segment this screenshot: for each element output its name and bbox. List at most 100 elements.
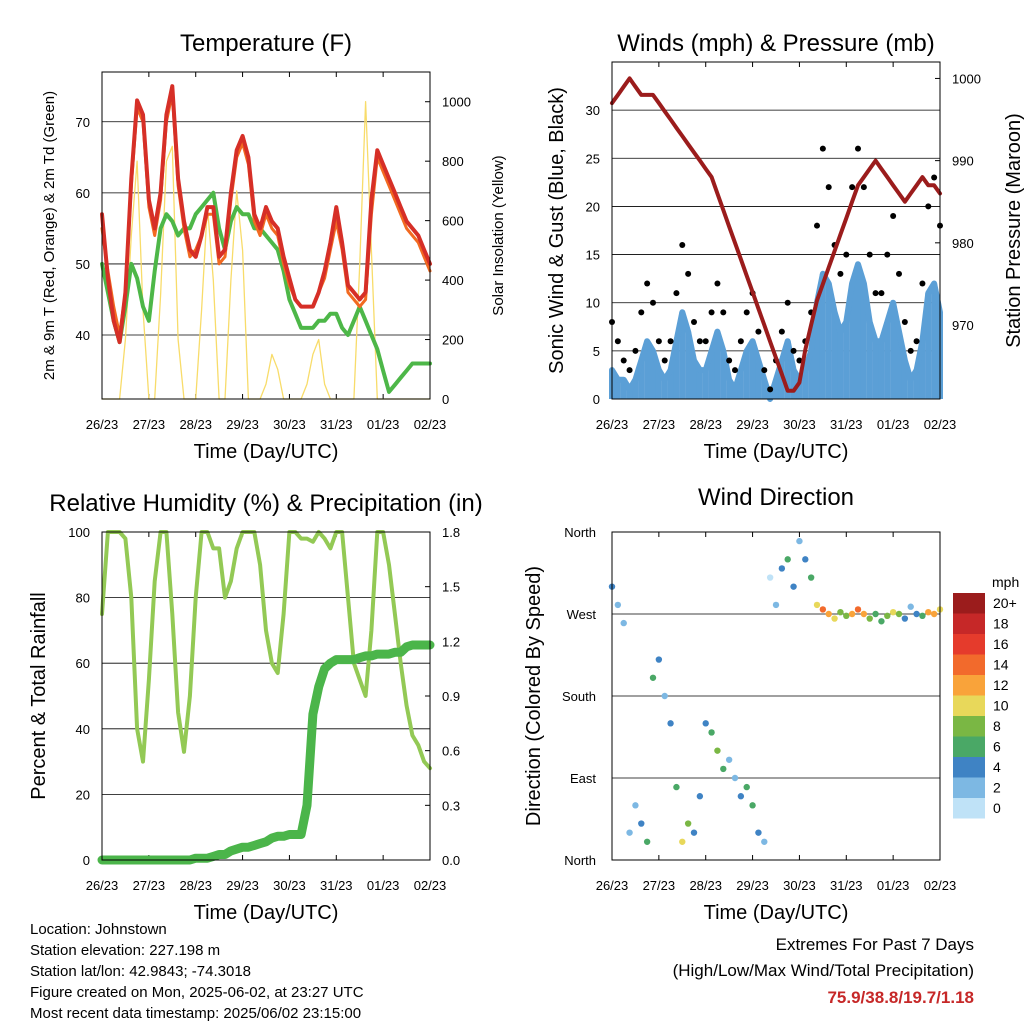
y-tick-label: 25 (586, 151, 600, 166)
wind-speed-line (609, 261, 943, 402)
direction-point (913, 610, 920, 618)
extremes-values: 75.9/38.8/19.7/1.18 (827, 988, 974, 1007)
gust-point (931, 174, 938, 181)
solar-insolation-line (101, 101, 431, 400)
direction-point (889, 608, 897, 616)
legend-swatch (953, 757, 985, 778)
gust-point (907, 347, 914, 354)
x-tick-label: 28/23 (689, 878, 722, 893)
legend-swatch (953, 777, 985, 798)
legend-swatch (953, 654, 985, 675)
x-tick-label: 27/23 (643, 417, 676, 432)
direction-point (884, 612, 891, 620)
y-right-tick-label: 0 (442, 392, 449, 407)
y-tick-label: 15 (586, 248, 600, 263)
humidity-title: Relative Humidity (%) & Precipitation (i… (49, 490, 482, 517)
extremes-subheading: (High/Low/Max Wind/Total Precipitation) (672, 961, 974, 980)
gust-point (849, 184, 856, 191)
gust-point (708, 309, 715, 316)
x-tick-label: 01/23 (877, 878, 910, 893)
x-tick-label: 26/23 (596, 417, 629, 432)
temperature-title: Temperature (F) (180, 30, 352, 57)
gust-point (784, 299, 791, 306)
y-right-tick-label: 990 (952, 154, 974, 169)
direction-point (702, 720, 709, 727)
legend-label: 0 (993, 800, 1001, 816)
gust-point (778, 328, 785, 335)
gust-point (726, 357, 733, 364)
total-rainfall-line (97, 640, 435, 865)
footer-location: Location: Johnstown (30, 921, 167, 938)
direction-point (925, 608, 932, 616)
gust-point (837, 270, 844, 277)
direction-point (860, 610, 868, 618)
x-tick-label: 02/23 (414, 417, 447, 432)
gust-point (638, 309, 645, 316)
footer-created: Figure created on Mon, 2025-06-02, at 23… (30, 984, 364, 1001)
y-tick-label: South (562, 689, 596, 704)
y-right-tick-label: 1.2 (442, 634, 460, 649)
gust-point (702, 338, 709, 345)
y-tick-label: North (564, 525, 596, 540)
direction-point (720, 765, 727, 773)
x-tick-label: 28/23 (179, 417, 212, 432)
x-tick-label: 30/23 (273, 417, 306, 432)
x-tick-label: 29/23 (736, 878, 769, 893)
gust-point (661, 357, 668, 364)
gust-point (855, 145, 861, 152)
gust-point (667, 338, 674, 345)
gust-point (737, 338, 744, 345)
x-tick-label: 28/23 (689, 417, 722, 432)
footer-latlon: Station lat/lon: 42.9843; -74.3018 (30, 963, 252, 980)
x-tick-label: 31/23 (830, 878, 863, 893)
y-right-tick-label: 980 (952, 236, 974, 251)
y-tick-label: 0 (593, 392, 600, 407)
gust-point (761, 367, 768, 374)
gust-point (696, 338, 703, 345)
gust-point (679, 241, 686, 248)
legend-label: 10 (993, 698, 1009, 714)
x-tick-label: 26/23 (86, 417, 119, 432)
gust-point (884, 251, 891, 258)
direction-point (761, 838, 768, 845)
direction-xlabel: Time (Day/UTC) (704, 902, 849, 924)
direction-point (620, 619, 627, 627)
temperature-ylabel-right: Solar Insolation (Yellow) (490, 155, 507, 315)
x-tick-label: 02/23 (924, 878, 957, 893)
x-tick-label: 30/23 (273, 878, 306, 893)
gust-point (650, 299, 656, 306)
x-tick-label: 31/23 (830, 417, 863, 432)
gust-point (825, 184, 832, 191)
legend-label: 6 (993, 739, 1001, 755)
legend-swatch (953, 593, 985, 614)
station-pressure-line (610, 76, 942, 393)
extremes-heading: Extremes For Past 7 Days (775, 935, 974, 954)
legend-label: 12 (993, 677, 1009, 693)
direction-point (626, 829, 633, 836)
x-tick-label: 30/23 (783, 878, 816, 893)
gust-point (632, 347, 639, 354)
gust-point (743, 309, 750, 316)
wind-xlabel: Time (Day/UTC) (704, 441, 849, 463)
y-right-tick-label: 1.5 (442, 580, 460, 595)
direction-point (708, 729, 715, 736)
legend-label: 2 (993, 780, 1001, 796)
humidity-chart: Relative Humidity (%) & Precipitation (i… (28, 490, 483, 924)
direction-point (632, 802, 639, 809)
y-right-tick-label: 400 (442, 273, 464, 288)
direction-ylabel: Direction (Colored By Speed) (523, 566, 545, 826)
direction-title: Wind Direction (698, 484, 854, 511)
direction-point (696, 793, 704, 800)
y-right-tick-label: 200 (442, 333, 464, 348)
direction-point (684, 820, 692, 827)
gust-point (901, 318, 908, 325)
y-tick-label: West (567, 607, 597, 622)
wind-ylabel-right: Station Pressure (Maroon) (1003, 113, 1024, 348)
direction-point (848, 610, 856, 618)
footer-recent: Most recent data timestamp: 2025/06/02 2… (30, 1005, 362, 1022)
gust-point (691, 318, 697, 325)
direction-point (919, 612, 926, 620)
plot-frame (101, 71, 431, 400)
y-tick-label: 0 (83, 853, 90, 868)
